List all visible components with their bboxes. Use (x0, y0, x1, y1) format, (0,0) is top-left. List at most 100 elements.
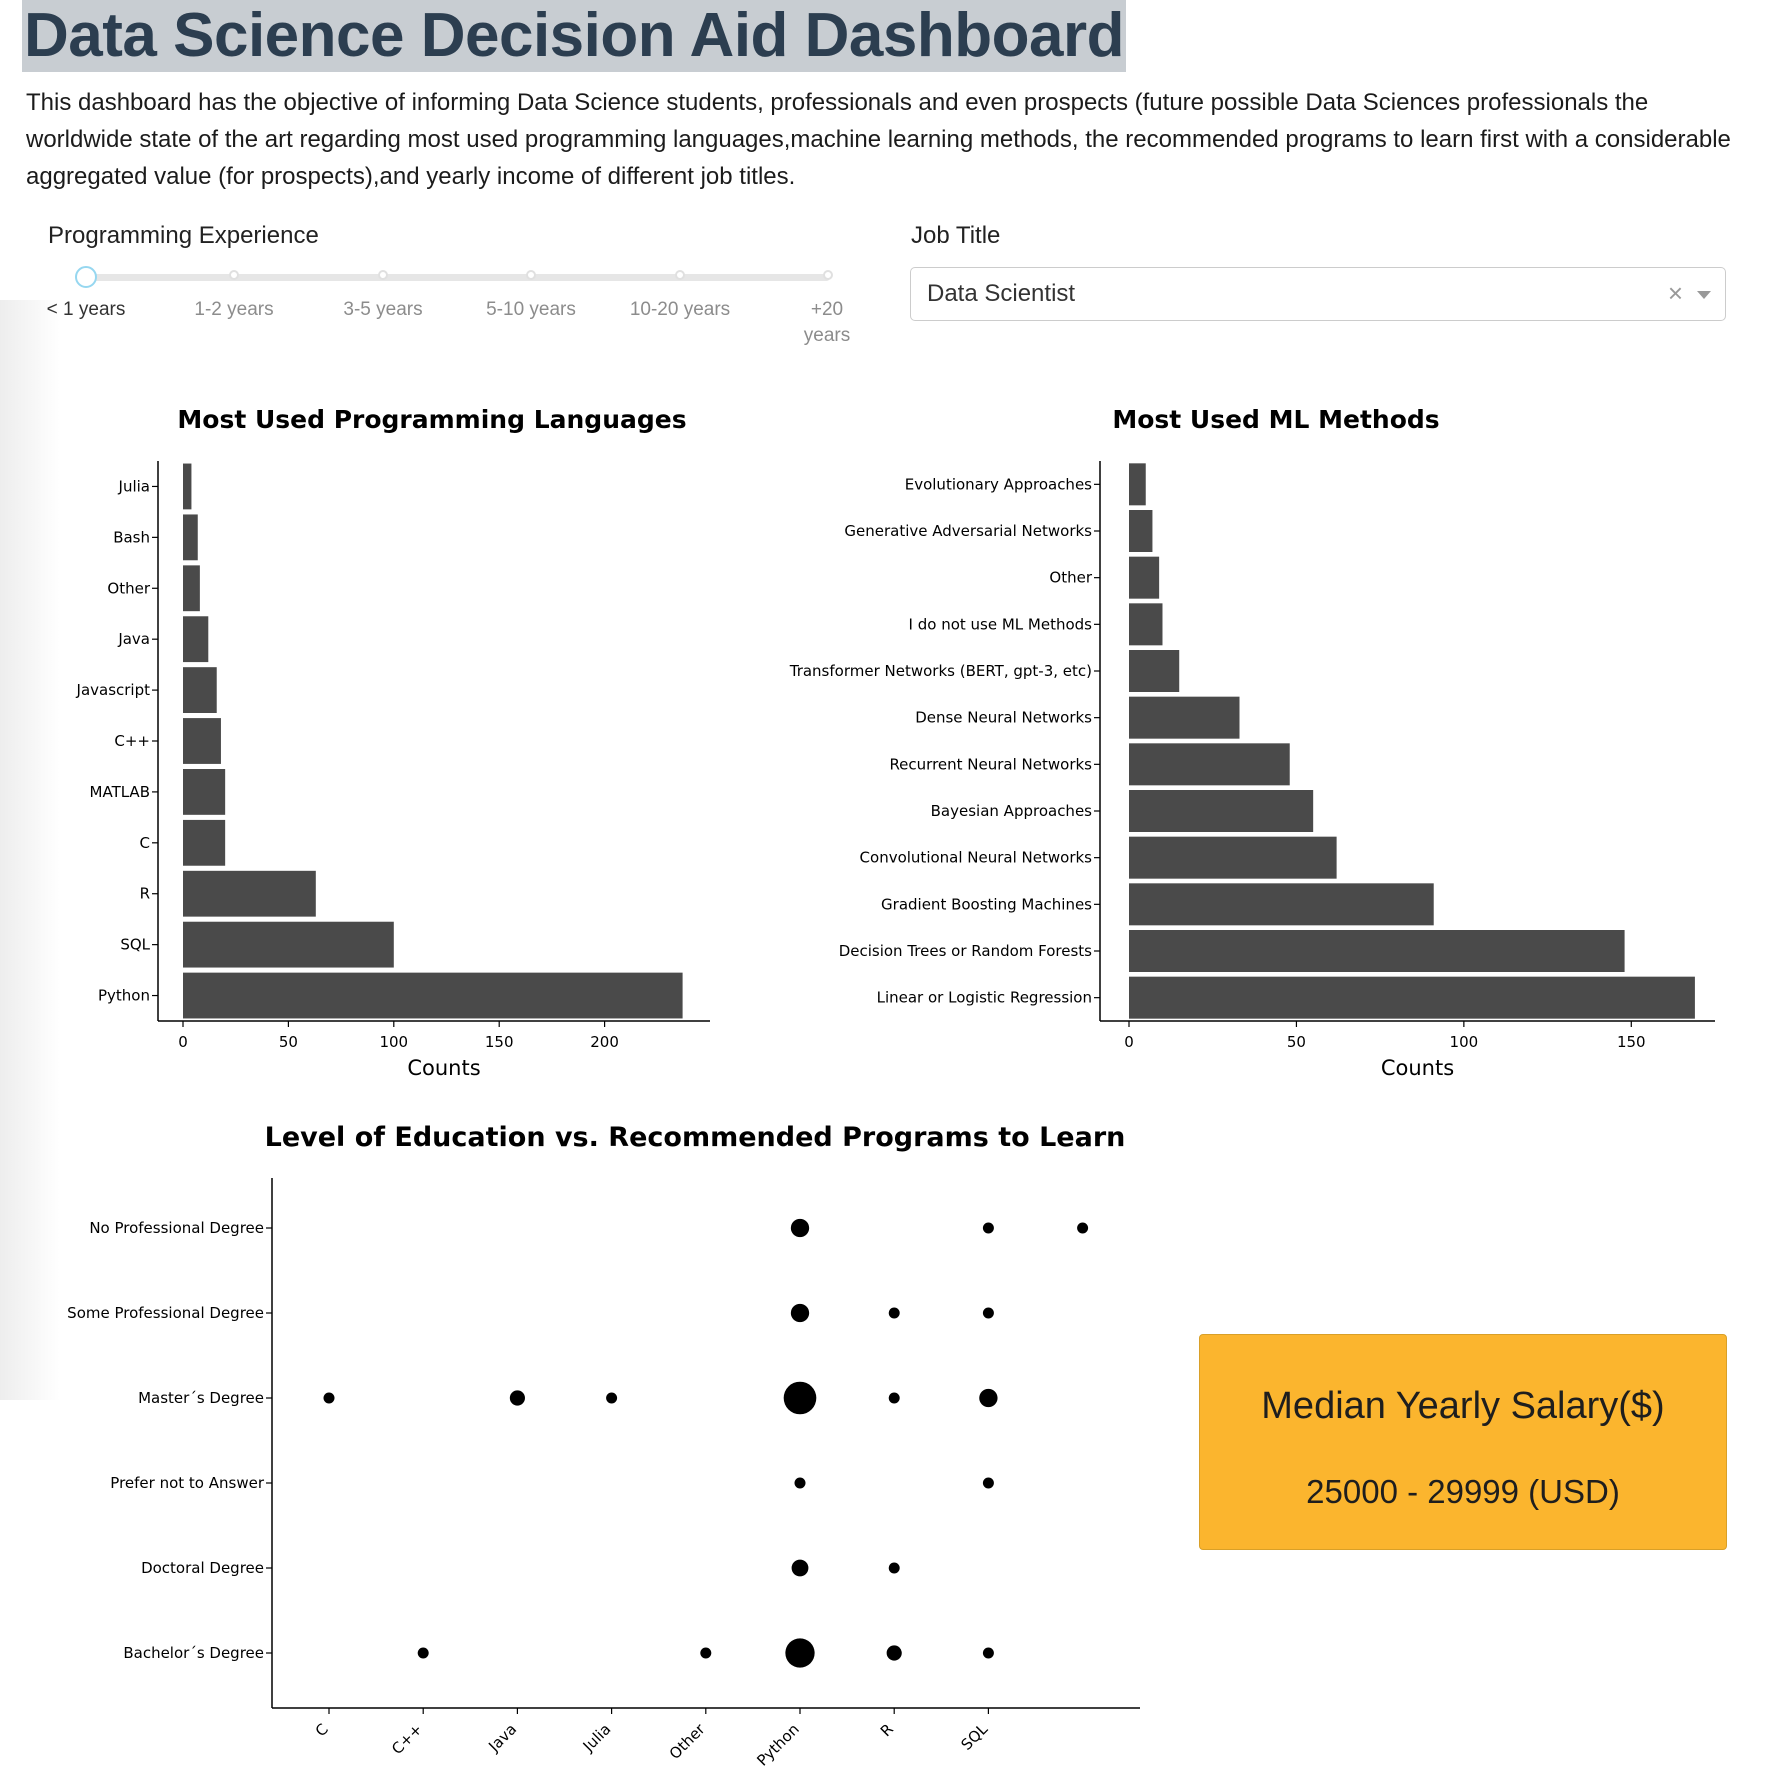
y-tick-label: Python (98, 987, 150, 1005)
bar-c- (183, 718, 221, 764)
y-tick-label: R (140, 885, 150, 903)
x-tick-label: Julia (579, 1720, 615, 1756)
chart-title: Most Used Programming Languages (177, 405, 686, 434)
x-tick-label: C++ (388, 1720, 426, 1758)
scatter-point (790, 1303, 810, 1323)
y-tick-label: Dense Neural Networks (915, 709, 1092, 727)
y-tick-label: MATLAB (90, 783, 150, 801)
scatter-point (785, 1638, 815, 1668)
bar-gradient-boosting-machines (1129, 883, 1434, 926)
x-axis-title: Counts (407, 1056, 480, 1080)
x-tick-label: 50 (1287, 1033, 1306, 1051)
bar-transformer-networks-bert-gpt-3-etc- (1129, 650, 1180, 692)
scatter-point (509, 1390, 525, 1406)
y-tick-label: Master´s Degree (138, 1389, 264, 1407)
experience-slider-step[interactable] (823, 270, 833, 280)
job-title-selected-value: Data Scientist (927, 280, 1076, 307)
bar-sql (183, 921, 394, 968)
bar-evolutionary-approaches (1129, 463, 1146, 506)
y-tick-label: I do not use ML Methods (909, 615, 1093, 633)
x-tick-label: 0 (178, 1033, 188, 1051)
experience-slider-track[interactable] (85, 274, 830, 281)
chart-title: Level of Education vs. Recommended Progr… (265, 1122, 1126, 1153)
scatter-point (982, 1647, 994, 1659)
page-title: Data Science Decision Aid Dashboard (22, 0, 1126, 72)
x-tick-label: 100 (1450, 1033, 1479, 1051)
y-tick-label: Recurrent Neural Networks (889, 755, 1092, 773)
bar-other (1129, 556, 1160, 599)
bar-linear-or-logistic-regression (1129, 976, 1695, 1019)
y-tick-label: C (140, 834, 150, 852)
scatter-point (979, 1388, 998, 1408)
dashboard-description: This dashboard has the objective of info… (26, 89, 1731, 190)
x-tick-label: 100 (379, 1033, 408, 1051)
experience-mark-10-20[interactable]: 10-20 years (629, 299, 731, 320)
y-tick-label: Javascript (76, 681, 151, 699)
x-tick-label: R (877, 1720, 897, 1740)
job-title-dropdown[interactable]: Data Scientist × (910, 267, 1726, 321)
salary-value: 25000 - 29999 (USD) (1306, 1473, 1620, 1510)
y-tick-label: Linear or Logistic Regression (877, 989, 1092, 1007)
y-tick-label: Prefer not to Answer (110, 1474, 265, 1492)
bar-decision-trees-or-random-forests (1129, 930, 1625, 972)
bar-i-do-not-use-ml-methods (1129, 603, 1163, 646)
salary-title: Median Yearly Salary($) (1261, 1385, 1665, 1427)
experience-mark-3-5[interactable]: 3-5 years (343, 299, 423, 320)
experience-mark-20plus[interactable]: +20 years (803, 299, 851, 346)
y-tick-label: Gradient Boosting Machines (881, 895, 1092, 913)
experience-slider-handle[interactable] (75, 266, 97, 288)
bar-dense-neural-networks (1129, 696, 1240, 739)
bar-matlab (183, 769, 226, 815)
x-tick-label: Other (666, 1720, 709, 1763)
bar-bash (183, 514, 198, 561)
experience-slider-step[interactable] (229, 270, 239, 280)
experience-mark-lt1[interactable]: < 1 years (46, 299, 126, 320)
x-tick-label: SQL (958, 1720, 992, 1754)
scatter-point (794, 1477, 806, 1489)
y-tick-label: Some Professional Degree (67, 1304, 264, 1322)
bar-recurrent-neural-networks (1129, 743, 1290, 786)
y-tick-label: Decision Trees or Random Forests (839, 942, 1092, 960)
scatter-point (982, 1307, 994, 1319)
close-icon[interactable]: × (1667, 278, 1683, 308)
scatter-point (888, 1562, 900, 1574)
y-tick-label: C++ (114, 732, 150, 750)
x-tick-label: 0 (1124, 1033, 1134, 1051)
y-tick-label: Java (117, 630, 150, 648)
scatter-point (886, 1645, 902, 1661)
chart-title: Most Used ML Methods (1112, 405, 1439, 434)
y-tick-label: Julia (118, 477, 150, 495)
experience-slider-step[interactable] (526, 270, 536, 280)
experience-mark-1-2[interactable]: 1-2 years (194, 299, 274, 320)
y-tick-label: Convolutional Neural Networks (860, 849, 1093, 867)
y-tick-label: Bachelor´s Degree (123, 1644, 264, 1662)
scatter-point (888, 1392, 900, 1404)
experience-slider-label: Programming Experience (48, 222, 319, 249)
y-tick-label: Bayesian Approaches (931, 802, 1093, 820)
y-tick-label: No Professional Degree (89, 1219, 264, 1237)
x-tick-label: 200 (590, 1033, 619, 1051)
bar-julia (183, 463, 192, 510)
scatter-point (700, 1647, 712, 1659)
x-tick-label: 150 (485, 1033, 514, 1051)
y-tick-label: Generative Adversarial Networks (844, 522, 1092, 540)
chevron-down-icon[interactable] (1697, 291, 1711, 299)
bar-r (183, 870, 316, 917)
education-vs-programs-chart: Level of Education vs. Recommended Progr… (67, 1122, 1140, 1770)
experience-mark-5-10[interactable]: 5-10 years (486, 299, 576, 320)
x-tick-label: Java (484, 1720, 520, 1756)
x-tick-label: C (312, 1720, 332, 1740)
bar-bayesian-approaches (1129, 790, 1314, 832)
job-title-label: Job Title (911, 222, 1001, 249)
scatter-point (790, 1218, 810, 1238)
y-tick-label: Bash (113, 528, 150, 546)
experience-slider-step[interactable] (675, 270, 685, 280)
scatter-point (888, 1307, 900, 1319)
scatter-point (323, 1392, 335, 1404)
median-salary-card: Median Yearly Salary($) 25000 - 29999 (U… (1199, 1334, 1727, 1550)
bar-python (183, 972, 683, 1019)
y-tick-label: SQL (120, 936, 150, 954)
experience-slider-step[interactable] (378, 270, 388, 280)
bar-c (183, 819, 226, 866)
y-tick-label: Evolutionary Approaches (905, 475, 1092, 493)
